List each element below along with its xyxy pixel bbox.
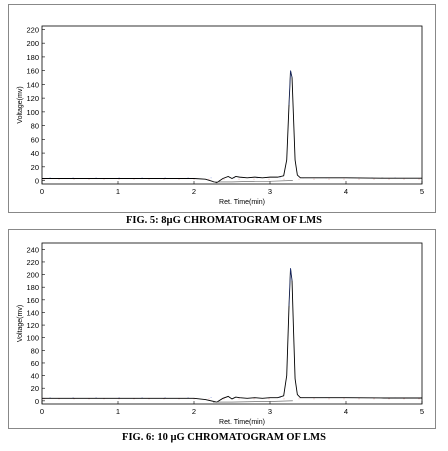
panel-frame: [8, 229, 436, 429]
chart-panel-2: 0 20 40 60 80 100 120 140 160 180 200 220 240 0 1 2 3 4 5 R…: [8, 229, 436, 429]
y-tick-label: 220: [26, 258, 39, 267]
integration-baseline: [213, 400, 293, 403]
x-tick-label: 3: [268, 407, 272, 416]
y-tick-label: 140: [26, 80, 39, 89]
chromatogram-chart-1: 0 20 40 60 80 100 120 140 160 180 200 220 0 1 2 3 4 5 Ret.…: [8, 4, 436, 213]
figure-caption-2: FIG. 6: 10 µG CHROMATOGRAM OF LMS: [122, 432, 326, 443]
y-tick-label: 60: [31, 135, 39, 144]
chart-panel-1: 0 20 40 60 80 100 120 140 160 180 200 220 0 1 2 3 4 5 Ret.…: [8, 4, 436, 213]
y-tick-label: 40: [31, 372, 39, 381]
y-tick-label: 100: [26, 108, 39, 117]
x-tick-label: 0: [40, 187, 44, 196]
y-tick-label: 80: [31, 346, 39, 355]
y-tick-label: 0: [35, 177, 39, 186]
y-tick-label: 160: [26, 296, 39, 305]
y-tick-label: 20: [31, 163, 39, 172]
plot-area: [41, 242, 423, 405]
plot-area: [41, 25, 423, 185]
y-tick-label: 180: [26, 283, 39, 292]
x-tick-label: 4: [344, 187, 348, 196]
y-tick-label: 120: [26, 94, 39, 103]
x-tick-label: 2: [192, 187, 196, 196]
x-tick-label: 2: [192, 407, 196, 416]
y-tick-label: 200: [26, 39, 39, 48]
x-tick-label: 3: [268, 187, 272, 196]
y-tick-label: 200: [26, 271, 39, 280]
integration-baseline: [213, 180, 293, 183]
x-tick-label: 1: [116, 187, 120, 196]
x-tick-label: 0: [40, 407, 44, 416]
peak-apex-overlay: [288, 70, 293, 106]
y-tick-label: 60: [31, 359, 39, 368]
x-tick-label: 5: [420, 187, 424, 196]
x-tick-label: 5: [420, 407, 424, 416]
y-tick-label: 160: [26, 67, 39, 76]
chromatogram-trace: [42, 268, 422, 403]
peak-apex-overlay: [288, 268, 293, 307]
x-axis-label: Ret. Time(min): [219, 419, 265, 426]
x-axis-label: Ret. Time(min): [219, 199, 265, 206]
y-tick-label: 140: [26, 308, 39, 317]
x-tick-label: 4: [344, 407, 348, 416]
y-tick-label: 40: [31, 149, 39, 158]
y-tick-label: 20: [31, 384, 39, 393]
y-tick-label: 220: [26, 25, 39, 34]
chromatogram-trace: [42, 70, 422, 184]
figure-caption-1: FIG. 5: 8µG CHROMATOGRAM OF LMS: [125, 215, 322, 226]
y-tick-label: 80: [31, 122, 39, 131]
y-tick-label: 120: [26, 321, 39, 330]
panel-frame: [8, 4, 436, 213]
y-axis-label: Voltage(mv): [17, 86, 24, 123]
y-tick-label: 100: [26, 334, 39, 343]
y-tick-label: 0: [35, 397, 39, 406]
y-axis-label: Voltage(mv): [17, 305, 24, 342]
y-tick-label: 240: [26, 245, 39, 254]
chromatogram-chart-2: 0 20 40 60 80 100 120 140 160 180 200 220 240 0 1 2 3 4 5 R…: [8, 229, 436, 429]
x-tick-label: 1: [116, 407, 120, 416]
y-tick-label: 180: [26, 53, 39, 62]
